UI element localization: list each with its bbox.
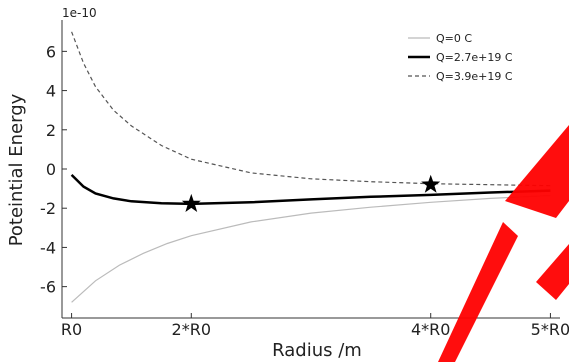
legend-label: Q=0 C — [436, 32, 472, 45]
x-tick-label: R0 — [61, 320, 82, 339]
watermark-stroke — [505, 125, 569, 218]
watermark-overlay — [438, 125, 569, 362]
x-tick-label: 2*R0 — [172, 320, 211, 339]
x-tick-label: 4*R0 — [411, 320, 450, 339]
axes: R0 2*R0 4*R0 5*R0 6 4 2 0 -2 -4 -6 — [40, 20, 569, 339]
y-tick-label: 0 — [46, 160, 56, 179]
legend-label: Q=2.7e+19 C — [436, 51, 513, 64]
y-offset-text: 1e-10 — [62, 6, 97, 20]
watermark-stroke — [438, 222, 518, 362]
y-tick-label: -2 — [40, 199, 56, 218]
y-axis-label: Poteintial Energy — [6, 93, 27, 246]
y-tick-label: -6 — [40, 278, 56, 297]
marker-layer — [181, 174, 441, 212]
y-tick-label: 2 — [46, 121, 56, 140]
series-line-1 — [71, 194, 551, 303]
star-marker — [181, 193, 201, 212]
watermark-stroke — [536, 244, 569, 300]
star-marker — [421, 174, 441, 193]
x-axis-label: Radius /m — [272, 340, 362, 361]
x-tick-label: 5*R0 — [531, 320, 569, 339]
legend: Q=0 C Q=2.7e+19 C Q=3.9e+19 C — [408, 32, 513, 83]
legend-label: Q=3.9e+19 C — [436, 70, 513, 83]
y-tick-label: -4 — [40, 238, 56, 257]
y-tick-label: 6 — [46, 42, 56, 61]
y-tick-label: 4 — [46, 82, 56, 101]
